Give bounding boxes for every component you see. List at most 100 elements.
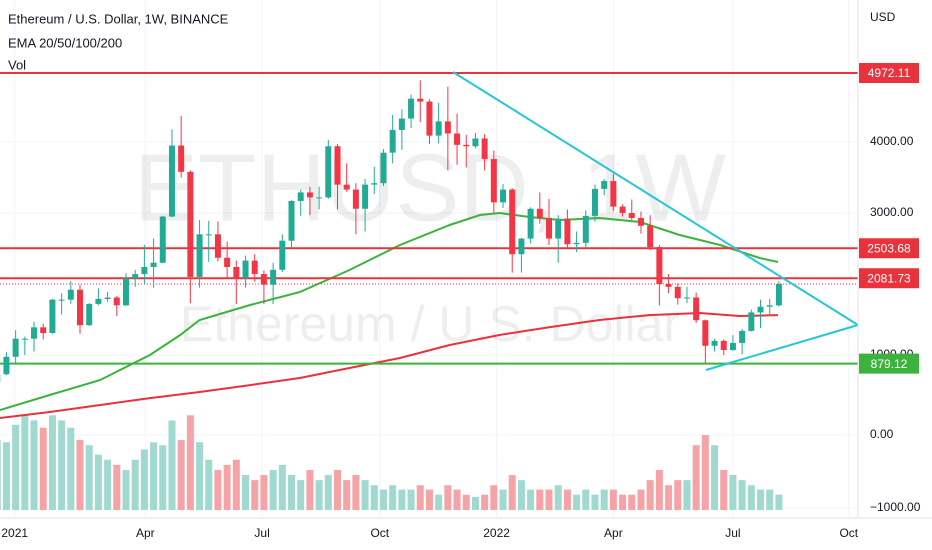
volume-bar — [646, 480, 654, 510]
y-tick-label: −1000.00 — [870, 500, 921, 514]
candle-body — [352, 189, 359, 209]
candle-body — [31, 327, 38, 339]
level-label-box — [859, 353, 919, 374]
y-tick-label: 0.00 — [870, 427, 894, 441]
candle-body — [316, 197, 323, 199]
candle-body — [12, 338, 19, 357]
x-tick-label: Jul — [725, 526, 740, 540]
volume-bar — [683, 480, 691, 510]
volume-bar — [545, 489, 553, 510]
volume-bar — [352, 475, 360, 510]
volume-bar — [628, 494, 636, 510]
volume-bar — [67, 427, 75, 510]
volume-bar — [637, 489, 645, 510]
candle-body — [500, 189, 507, 203]
volume-bar — [85, 445, 93, 510]
volume-bar — [609, 489, 617, 510]
volume-bar — [766, 489, 774, 510]
candle-body — [40, 327, 47, 334]
candle-body — [665, 284, 672, 287]
volume-bar — [94, 454, 102, 510]
chart-title: Ethereum / U.S. Dollar, 1W, BINANCE — [8, 11, 229, 26]
volume-bar — [655, 469, 663, 510]
y-tick-label: 3000.00 — [870, 205, 914, 219]
candle-body — [637, 217, 644, 226]
volume-bar — [333, 469, 341, 510]
volume-bar — [757, 489, 765, 510]
ema-line — [0, 211, 779, 412]
volume-bar — [701, 434, 709, 510]
candle-body — [582, 215, 589, 243]
candle-body — [564, 218, 571, 245]
candle-body — [279, 240, 286, 270]
candle-body — [297, 192, 304, 201]
candle-body — [527, 208, 534, 239]
volume-bar — [232, 459, 240, 510]
candle-body — [224, 257, 231, 267]
candles — [0, 80, 782, 383]
level-label-box — [859, 268, 919, 289]
volume-bar — [343, 480, 351, 510]
x-tick-label: Apr — [136, 526, 155, 540]
volume-bar — [775, 494, 783, 510]
volume-bar — [297, 480, 305, 510]
volume-bar — [425, 489, 433, 510]
candle-body — [260, 274, 267, 285]
candle-body — [619, 206, 626, 214]
volume-bar — [242, 475, 250, 510]
candle-body — [49, 299, 56, 334]
volume-bar — [21, 415, 29, 510]
candle-body — [325, 146, 332, 198]
volume-bar — [435, 494, 443, 510]
volume-bar — [0, 440, 1, 510]
volume-bar — [674, 480, 682, 510]
candle-body — [711, 340, 718, 346]
volume-bar — [58, 420, 66, 510]
candle-body — [380, 152, 387, 184]
level-label-box — [859, 238, 919, 259]
candle-body — [656, 247, 663, 285]
candle-body — [21, 338, 28, 340]
candle-body — [3, 356, 10, 375]
volume-bar — [379, 489, 387, 510]
volume-bar — [747, 485, 755, 510]
candle-body — [242, 260, 249, 279]
volume-bar — [370, 485, 378, 510]
volume-bar — [214, 469, 222, 510]
volume-bar — [113, 464, 121, 510]
volume-bar — [591, 494, 599, 510]
x-tick-label: 2021 — [1, 526, 28, 540]
candle-body — [766, 305, 773, 307]
volume-bar — [407, 489, 415, 510]
volume-bar — [554, 485, 562, 510]
watermark: ETHUSD, 1W — [134, 134, 726, 241]
candle-body — [546, 217, 553, 239]
candle-body — [674, 286, 681, 299]
level-labels: 4972.11 2503.68 2081.73 879.12 — [859, 62, 919, 374]
volume-bar — [196, 442, 204, 510]
candle-body — [509, 189, 516, 255]
volume-bar — [278, 464, 286, 510]
volume-bar — [159, 445, 167, 510]
candle-body — [187, 171, 194, 277]
candle-body — [555, 218, 562, 239]
level-label: 2081.73 — [867, 271, 911, 285]
volume-pane — [0, 415, 783, 510]
volume-bar — [260, 475, 268, 510]
volume-bar — [104, 459, 112, 510]
candle-body — [168, 145, 175, 217]
volume-bar — [416, 485, 424, 510]
volume-bar — [12, 424, 20, 510]
levels — [0, 71, 858, 365]
candle-body — [288, 200, 295, 241]
candle-body — [150, 262, 157, 267]
candle-body — [490, 159, 497, 203]
candle-body — [113, 297, 120, 306]
volume-bar — [2, 442, 10, 510]
volume-bar — [729, 475, 737, 510]
candle-body — [481, 138, 488, 160]
candle-body — [591, 188, 598, 216]
volume-bar — [177, 440, 185, 510]
